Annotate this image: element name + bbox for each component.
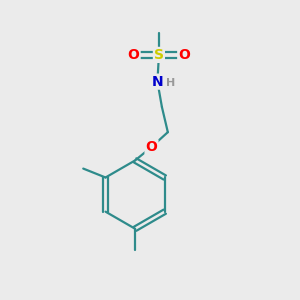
Text: N: N: [152, 75, 163, 88]
Text: O: O: [178, 48, 190, 62]
Text: H: H: [166, 78, 176, 88]
Text: O: O: [146, 140, 158, 154]
Text: O: O: [128, 48, 140, 62]
Text: S: S: [154, 48, 164, 62]
